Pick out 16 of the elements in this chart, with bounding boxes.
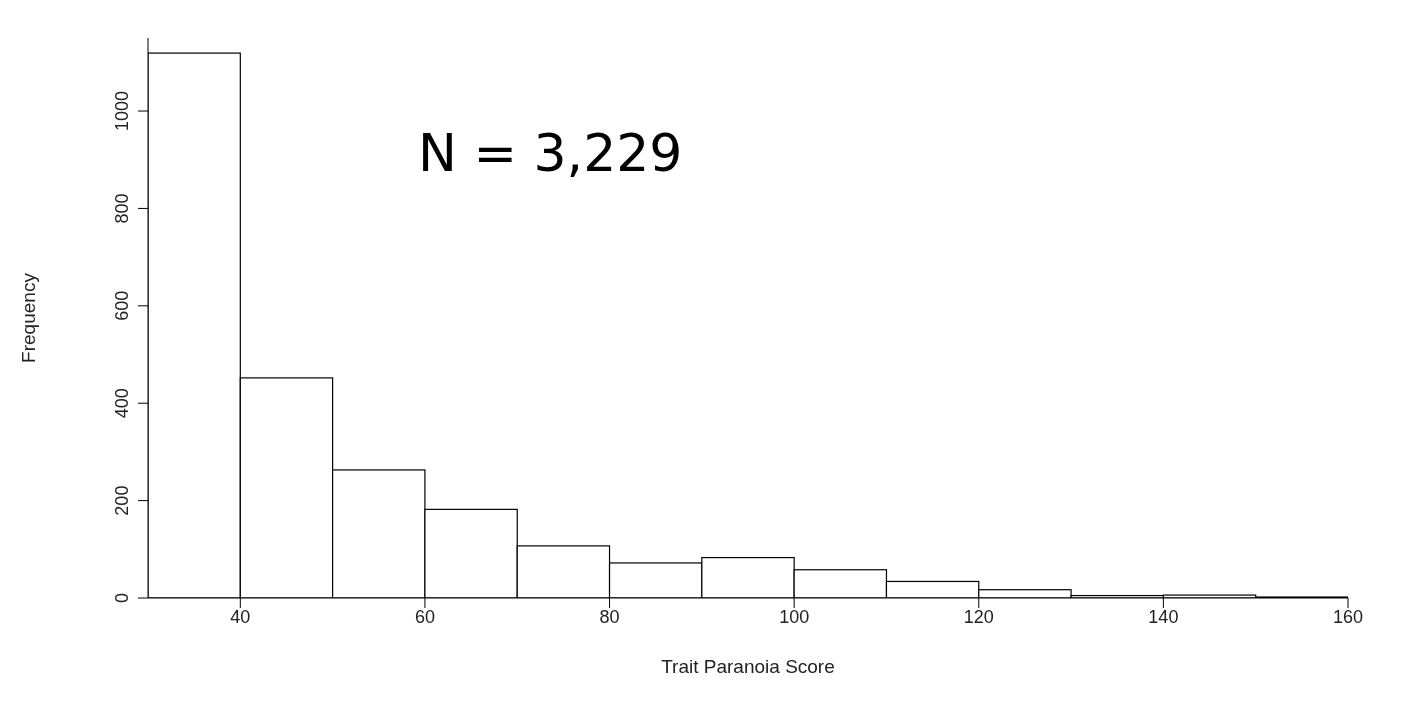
y-tick-label: 600 bbox=[112, 290, 132, 321]
y-axis-title: Frequency bbox=[17, 272, 39, 363]
y-tick-label: 0 bbox=[112, 592, 132, 604]
y-tick-label: 200 bbox=[112, 485, 132, 516]
annotation: N = 3,229 bbox=[418, 123, 683, 183]
x-tick-label: 140 bbox=[1148, 606, 1179, 627]
x-tick-label: 80 bbox=[599, 606, 620, 627]
y-tick-label: 1000 bbox=[112, 91, 132, 132]
x-tick-label: 40 bbox=[230, 606, 251, 627]
y-tick-label: 400 bbox=[112, 388, 132, 419]
x-tick-label: 160 bbox=[1332, 606, 1364, 627]
y-tick-label: 800 bbox=[112, 193, 132, 224]
x-axis-title: Trait Paranoia Score bbox=[661, 656, 835, 677]
x-tick-label: 100 bbox=[779, 606, 810, 627]
x-tick-label: 120 bbox=[963, 606, 994, 627]
x-tick-label: 60 bbox=[414, 606, 435, 627]
